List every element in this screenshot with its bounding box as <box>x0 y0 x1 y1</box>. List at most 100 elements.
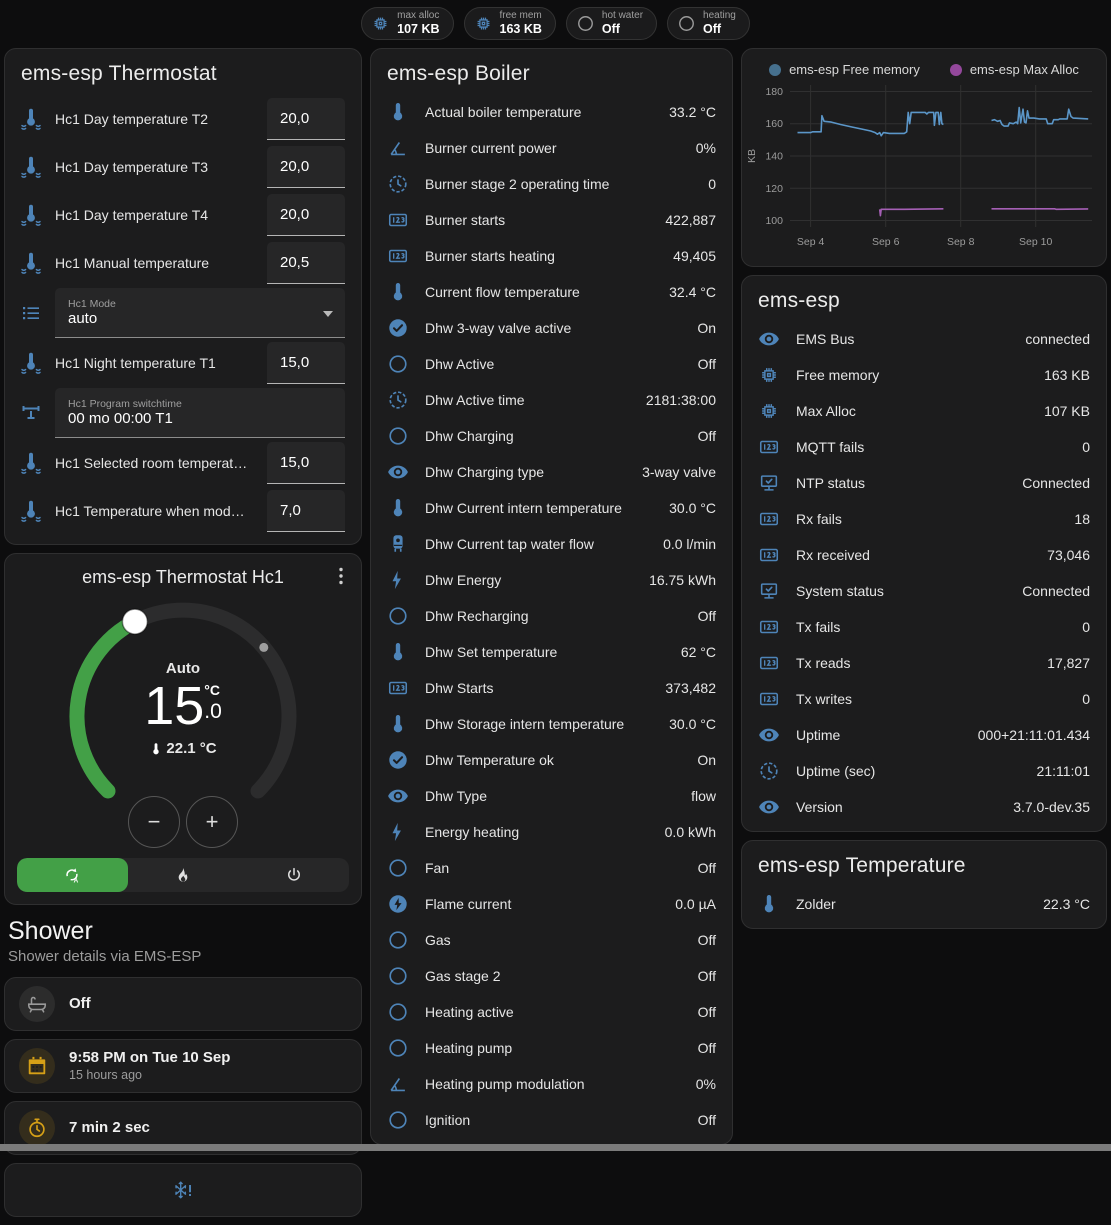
dial-arc[interactable] <box>5 588 361 844</box>
entity-row[interactable]: Rx received 73,046 <box>742 537 1106 573</box>
text-input[interactable]: Hc1 Program switchtime 00 mo 00:00 T1 <box>55 388 345 438</box>
entity-row[interactable]: Dhw Charging type 3-way valve <box>371 454 732 490</box>
clock-icon <box>387 173 409 195</box>
entity-row[interactable]: Dhw Storage intern temperature 30.0 °C <box>371 706 732 742</box>
thermostat-dial[interactable]: Auto 15 °C .0 22.1 °C − + <box>5 588 361 850</box>
entity-row[interactable]: Gas stage 2 Off <box>371 958 732 994</box>
mode-fire-button[interactable] <box>128 858 239 892</box>
counter-icon <box>758 688 780 710</box>
hvac-mode-selector: A <box>17 858 349 892</box>
entity-row[interactable]: Tx fails 0 <box>742 609 1106 645</box>
fire-icon <box>174 866 192 884</box>
mode-power-button[interactable] <box>238 858 349 892</box>
circle-icon <box>387 965 409 987</box>
eye-icon <box>758 724 780 746</box>
circle-icon <box>387 1109 409 1131</box>
chip-hot-water[interactable]: hot water Off <box>565 6 658 40</box>
counter-icon <box>387 245 409 267</box>
entity-row[interactable]: Heating pump Off <box>371 1030 732 1066</box>
flash-icon <box>387 569 409 591</box>
entity-row[interactable]: Energy heating 0.0 kWh <box>371 814 732 850</box>
entity-row[interactable]: Dhw Starts 373,482 <box>371 670 732 706</box>
entity-row[interactable]: Dhw Energy 16.75 kWh <box>371 562 732 598</box>
thermometer-icon <box>387 713 409 735</box>
entity-row[interactable]: Uptime 000+21:11:01.434 <box>742 717 1106 753</box>
entity-row[interactable]: Dhw Type flow <box>371 778 732 814</box>
chip-max-alloc[interactable]: max alloc 107 KB <box>361 6 454 40</box>
entity-row[interactable]: Dhw Set temperature 62 °C <box>371 634 732 670</box>
entity-row[interactable]: Dhw Current intern temperature 30.0 °C <box>371 490 732 526</box>
entity-row[interactable]: Free memory 163 KB <box>742 357 1106 393</box>
legend-item[interactable]: ems-esp Max Alloc <box>949 62 1079 77</box>
entity-row[interactable]: Heating active Off <box>371 994 732 1030</box>
shower-last-time-card[interactable]: 9:58 PM on Tue 10 Sep 15 hours ago <box>4 1039 362 1093</box>
entity-row[interactable]: Dhw Charging Off <box>371 418 732 454</box>
boiler-entity-list: Actual boiler temperature 33.2 °C Burner… <box>371 94 732 1144</box>
svg-text:100: 100 <box>765 215 783 227</box>
shower-state-card[interactable]: Off <box>4 977 362 1031</box>
decrease-temperature-button[interactable]: − <box>128 796 180 848</box>
pipe-icon <box>19 401 43 425</box>
entity-row[interactable]: Gas Off <box>371 922 732 958</box>
eye-icon <box>387 785 409 807</box>
shower-alert-card[interactable] <box>4 1163 362 1217</box>
chip-heating[interactable]: heating Off <box>667 6 750 40</box>
entity-row[interactable]: Dhw Temperature ok On <box>371 742 732 778</box>
entity-row[interactable]: Heating pump modulation 0% <box>371 1066 732 1102</box>
entity-row[interactable]: Burner current power 0% <box>371 130 732 166</box>
legend-item[interactable]: ems-esp Free memory <box>769 62 920 77</box>
svg-text:A: A <box>74 878 79 885</box>
entity-row[interactable]: Dhw Current tap water flow 0.0 l/min <box>371 526 732 562</box>
horizontal-scrollbar[interactable] <box>0 1144 1111 1151</box>
entity-row[interactable]: Burner starts heating 49,405 <box>371 238 732 274</box>
svg-text:180: 180 <box>765 86 783 98</box>
counter-icon <box>758 436 780 458</box>
select-input[interactable]: Hc1 Mode auto <box>55 288 345 338</box>
entity-row[interactable]: Burner starts 422,887 <box>371 202 732 238</box>
top-chip-bar: max alloc 107 KB free mem 163 KB hot wat… <box>0 0 1111 46</box>
entity-row[interactable]: Dhw 3-way valve active On <box>371 310 732 346</box>
entity-row[interactable]: Zolder 22.3 °C <box>742 886 1106 922</box>
entity-row[interactable]: Ignition Off <box>371 1102 732 1138</box>
number-input[interactable]: 20,0 <box>267 98 345 140</box>
shower-card-list: Off 9:58 PM on Tue 10 Sep 15 hours ago 7 … <box>4 977 362 1217</box>
increase-temperature-button[interactable]: + <box>186 796 238 848</box>
number-input[interactable]: 15,0 <box>267 442 345 484</box>
entity-row[interactable]: Flame current 0.0 µA <box>371 886 732 922</box>
entity-row[interactable]: Fan Off <box>371 850 732 886</box>
entity-row[interactable]: Max Alloc 107 KB <box>742 393 1106 429</box>
entity-row[interactable]: System status Connected <box>742 573 1106 609</box>
entity-row[interactable]: Tx writes 0 <box>742 681 1106 717</box>
entity-row[interactable]: MQTT fails 0 <box>742 429 1106 465</box>
field-row: Hc1 Manual temperature 20,5 <box>19 240 345 286</box>
thermostat-dial-card: ems-esp Thermostat Hc1 Auto 15 °C <box>4 553 362 905</box>
entity-row[interactable]: Uptime (sec) 21:11:01 <box>742 753 1106 789</box>
chart-legend: ems-esp Free memory ems-esp Max Alloc <box>742 49 1106 77</box>
more-options-icon[interactable] <box>329 564 353 588</box>
thermometer-water-icon <box>19 107 43 131</box>
entity-row[interactable]: EMS Bus connected <box>742 321 1106 357</box>
mode-auto-button[interactable]: A <box>17 858 128 892</box>
entity-row[interactable]: Actual boiler temperature 33.2 °C <box>371 94 732 130</box>
entity-row[interactable]: Version 3.7.0-dev.35 <box>742 789 1106 825</box>
number-input[interactable]: 20,0 <box>267 146 345 188</box>
entity-row[interactable]: Rx fails 18 <box>742 501 1106 537</box>
entity-row[interactable]: Dhw Active time 2181:38:00 <box>371 382 732 418</box>
entity-row[interactable]: Current flow temperature 32.4 °C <box>371 274 732 310</box>
number-input[interactable]: 20,0 <box>267 194 345 236</box>
card-title: ems-esp Boiler <box>387 62 530 85</box>
number-input[interactable]: 20,5 <box>267 242 345 284</box>
thermostat-settings-card: ems-esp Thermostat Hc1 Day temperature T… <box>4 48 362 545</box>
entity-row[interactable]: Burner stage 2 operating time 0 <box>371 166 732 202</box>
entity-row[interactable]: NTP status Connected <box>742 465 1106 501</box>
bathtub-icon <box>26 993 48 1015</box>
entity-row[interactable]: Tx reads 17,827 <box>742 645 1106 681</box>
entity-row[interactable]: Dhw Recharging Off <box>371 598 732 634</box>
entity-row[interactable]: Dhw Active Off <box>371 346 732 382</box>
svg-text:140: 140 <box>765 151 783 163</box>
thermometer-water-icon <box>19 351 43 375</box>
chip-free-mem[interactable]: free mem 163 KB <box>463 6 556 40</box>
circle-icon <box>387 353 409 375</box>
number-input[interactable]: 7,0 <box>267 490 345 532</box>
number-input[interactable]: 15,0 <box>267 342 345 384</box>
